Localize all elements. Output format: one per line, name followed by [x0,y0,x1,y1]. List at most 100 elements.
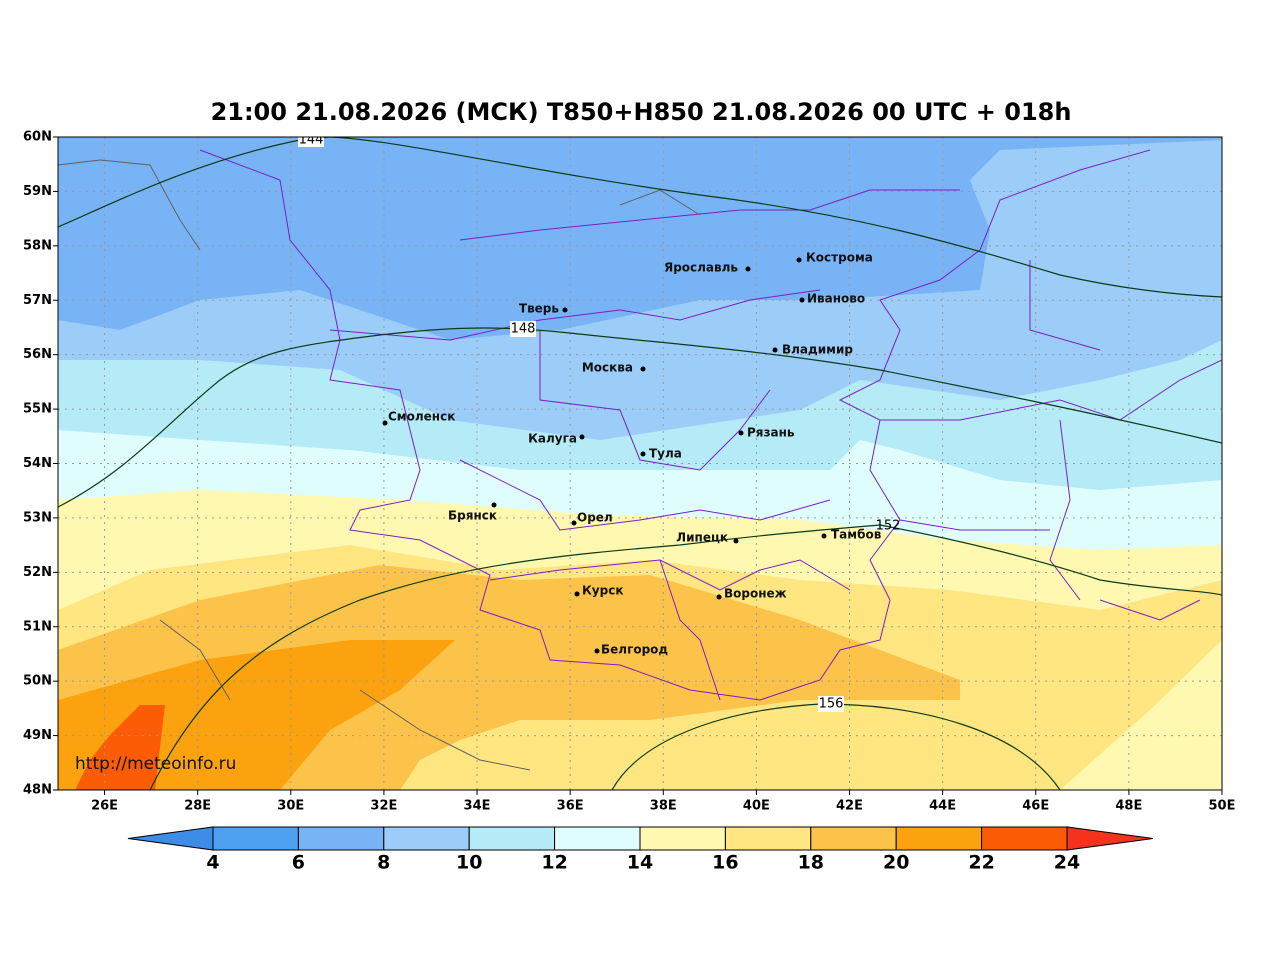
city-dot [799,297,805,303]
city-dot [772,347,778,353]
contour-152 [149,524,1222,790]
lat-label: 55N [23,402,52,417]
colorbar-segment [981,826,1068,851]
cities: Кострома Ярославль Иваново Тверь Владими… [382,251,882,657]
city-label: Кострома [806,251,873,265]
colorbar-segment [639,826,726,851]
lon-label: 38E [650,799,677,814]
colorbar-segment [212,826,299,851]
colorbar-segment [724,826,812,851]
lon-label: 34E [464,799,491,814]
source-url: http://meteoinfo.ru [75,754,236,774]
city-label: Владимир [782,343,853,357]
lon-label: 42E [836,799,863,814]
city-label: Рязань [747,426,795,440]
rivers-coast [58,159,701,771]
lon-label: 26E [91,799,118,814]
city-dot [640,451,646,457]
city-label: Брянск [448,509,497,523]
lat-label: 58N [23,238,52,253]
city-label: Воронеж [724,587,787,601]
colorbar-under [127,826,214,851]
city-dot [733,538,739,544]
contour-144 [58,137,331,228]
lon-label: 50E [1209,799,1236,814]
city-label: Тамбов [831,528,882,542]
contour-label: 148 [511,322,536,337]
lon-label: 28E [184,799,211,814]
city-dot [562,307,568,313]
colorbar-segment [554,826,641,851]
field-22-24 [75,705,165,790]
lat-label: 56N [23,347,52,362]
colorbar-segment [297,826,385,851]
contour-label: 152 [876,519,901,534]
city-label: Белгород [601,643,668,657]
city-label: Тверь [519,302,560,316]
lon-label: 30E [277,799,304,814]
lat-label: 57N [23,293,52,308]
city-dot [745,266,751,272]
city-dot [640,366,646,372]
lon-label: 32E [370,799,397,814]
contour-label: 156 [819,697,844,712]
lat-label: 48N [23,783,52,798]
colorbar-label: 8 [377,852,390,874]
city-dot [571,520,577,526]
city-label: Иваново [807,292,865,306]
colorbar-label: 24 [1054,852,1080,874]
title: 21:00 21.08.2026 (МСК) T850+H850 21.08.2… [211,98,1072,126]
city-label: Липецк [676,531,728,545]
colorbar-segment [810,826,897,851]
colorbar-label: 10 [456,852,482,874]
lat-label: 53N [23,510,52,525]
city-label: Тула [649,447,682,461]
lat-label: 50N [23,674,52,689]
city-dot [491,502,497,508]
lat-label: 60N [23,130,52,145]
city-label: Калуга [528,432,577,446]
contour-label-box [818,696,844,712]
colorbar-segment [895,826,983,851]
lon-label: 44E [929,799,956,814]
city-dot [579,434,585,440]
contour-148b [329,137,1222,298]
city-label: Курск [582,584,623,598]
city-label: Ярославль [664,261,738,275]
contour-label-box [298,137,324,147]
lat-label: 52N [23,565,52,580]
lon-label: 36E [557,799,584,814]
colorbar-segment [468,826,556,851]
lat-label: 54N [23,456,52,471]
city-dot [821,533,827,539]
colorbar-label: 18 [798,852,824,874]
colorbar-label: 16 [712,852,738,874]
colorbar-label: 20 [883,852,909,874]
city-label: Смоленск [388,410,455,424]
lat-label: 49N [23,728,52,743]
city-label: Орел [577,511,613,525]
colorbar-segment [383,826,470,851]
colorbar-label: 14 [627,852,653,874]
region-borders [199,149,1222,701]
city-dot [738,430,744,436]
lat-label: 51N [23,619,52,634]
map-area: 144 148 152 156 Кострома Ярославль Ивано… [58,133,1222,790]
colorbar-over [1066,826,1154,851]
lat-label: 59N [23,184,52,199]
contour-label: 144 [299,133,324,148]
colorbar-label: 4 [206,852,219,874]
city-label: Москва [582,361,633,375]
city-dot [382,420,388,426]
city-dot [716,594,722,600]
city-dot [574,591,580,597]
colorbar-label: 6 [292,852,305,874]
city-dot [594,648,600,654]
lon-label: 40E [743,799,770,814]
lon-label: 48E [1115,799,1142,814]
lon-label: 46E [1022,799,1049,814]
colorbar-label: 22 [968,852,994,874]
city-dot [796,257,802,263]
grid [58,137,1222,790]
